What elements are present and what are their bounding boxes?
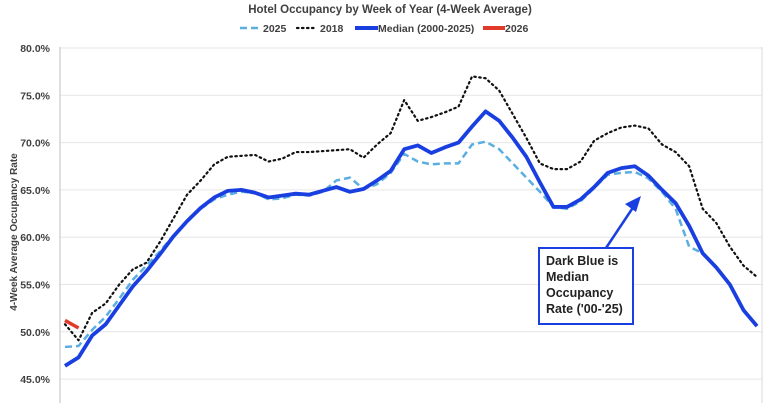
y-tick-label: 60.0%: [20, 232, 50, 244]
y-tick-label: 45.0%: [20, 374, 50, 386]
gridlines: [60, 47, 762, 380]
annotation-arrow: [604, 196, 641, 249]
series-line-2026: [64, 318, 80, 330]
legend-label: Median (2000-2025): [378, 23, 474, 35]
legend-label: 2025: [263, 23, 287, 35]
series-line-median-2000-2025: [63, 109, 759, 368]
series-line-2018: [63, 75, 759, 342]
y-tick-label: 65.0%: [20, 185, 50, 197]
y-tick-label: 70.0%: [20, 138, 50, 150]
y-tick-label: 50.0%: [20, 327, 50, 339]
annotation-box: Dark Blue is Median Occupancy Rate ('00-…: [538, 247, 634, 325]
chart-title: Hotel Occupancy by Week of Year (4-Week …: [248, 4, 532, 16]
series-lines: [63, 75, 759, 368]
y-tick-labels: 45.0% 50.0% 55.0% 60.0% 65.0% 70.0% 75.0% 80.0%: [20, 43, 50, 386]
y-axis-label: 4-Week Average Occupancy Rate: [9, 153, 20, 311]
legend: 2025 2018 Median (2000-2025) 2026: [240, 23, 529, 35]
legend-label: 2026: [505, 23, 529, 35]
y-tick-label: 80.0%: [20, 43, 50, 55]
legend-label: 2018: [320, 23, 344, 35]
y-tick-label: 55.0%: [20, 280, 50, 292]
y-tick-label: 75.0%: [20, 90, 50, 102]
